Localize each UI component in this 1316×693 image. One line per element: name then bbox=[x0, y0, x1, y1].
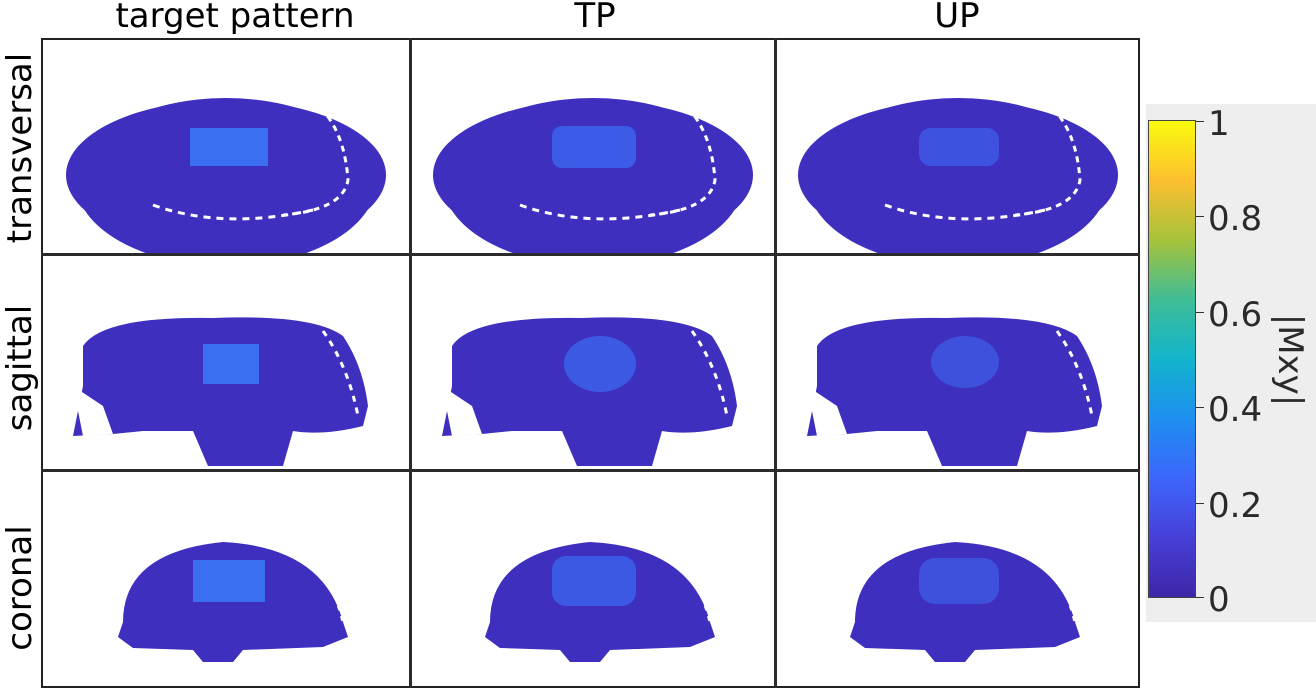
colorbar-tick-label: 0.6 bbox=[1208, 295, 1263, 335]
panel-sagittal-up bbox=[777, 256, 1139, 469]
colorbar-tick bbox=[1196, 312, 1204, 313]
column-title-tp: TP bbox=[574, 0, 616, 36]
panel-transversal-target bbox=[43, 40, 409, 253]
colorbar-tick bbox=[1196, 216, 1204, 217]
column-title-up: UP bbox=[934, 0, 980, 36]
grid-divider-vertical bbox=[774, 38, 777, 688]
row-title-coronal: coronal bbox=[0, 525, 40, 651]
transversal-slice-image bbox=[433, 63, 753, 253]
colorbar-tick-label: 0.2 bbox=[1208, 486, 1263, 526]
sagittal-slice-image bbox=[807, 317, 1102, 466]
row-title-sagittal: sagittal bbox=[0, 304, 40, 432]
panel-coronal-tp bbox=[412, 472, 774, 686]
grid-divider-vertical bbox=[409, 38, 412, 688]
row-title-transversal: transversal bbox=[0, 52, 40, 244]
coronal-slice-image bbox=[118, 542, 348, 662]
panel-coronal-target bbox=[43, 472, 409, 686]
sagittal-slice-image bbox=[442, 317, 737, 466]
colorbar-tick bbox=[1196, 407, 1204, 408]
transversal-slice-image bbox=[798, 63, 1118, 253]
colorbar-tick bbox=[1196, 503, 1204, 504]
coronal-slice-image bbox=[485, 542, 715, 662]
transversal-slice-image bbox=[66, 63, 386, 253]
colorbar-tick bbox=[1196, 121, 1204, 122]
coronal-slice-image bbox=[850, 542, 1080, 662]
colorbar-tick-label: 0.4 bbox=[1208, 390, 1263, 430]
column-title-target: target pattern bbox=[115, 0, 355, 36]
colorbar-tick-label: 0.8 bbox=[1208, 199, 1263, 239]
sagittal-slice-image bbox=[73, 317, 368, 466]
panel-sagittal-tp bbox=[412, 256, 774, 469]
panel-transversal-tp bbox=[412, 40, 774, 253]
colorbar-tick-label: 0 bbox=[1208, 580, 1230, 620]
colorbar-title: |Mxy| bbox=[1270, 313, 1310, 407]
grid-divider-horizontal bbox=[41, 469, 1140, 472]
colorbar-tick bbox=[1196, 597, 1204, 598]
panel-coronal-up bbox=[777, 472, 1139, 686]
panel-transversal-up bbox=[777, 40, 1139, 253]
colorbar-tick-label: 1 bbox=[1208, 104, 1230, 144]
grid-divider-horizontal bbox=[41, 253, 1140, 256]
colorbar bbox=[1148, 120, 1196, 598]
panel-sagittal-target bbox=[43, 256, 409, 469]
